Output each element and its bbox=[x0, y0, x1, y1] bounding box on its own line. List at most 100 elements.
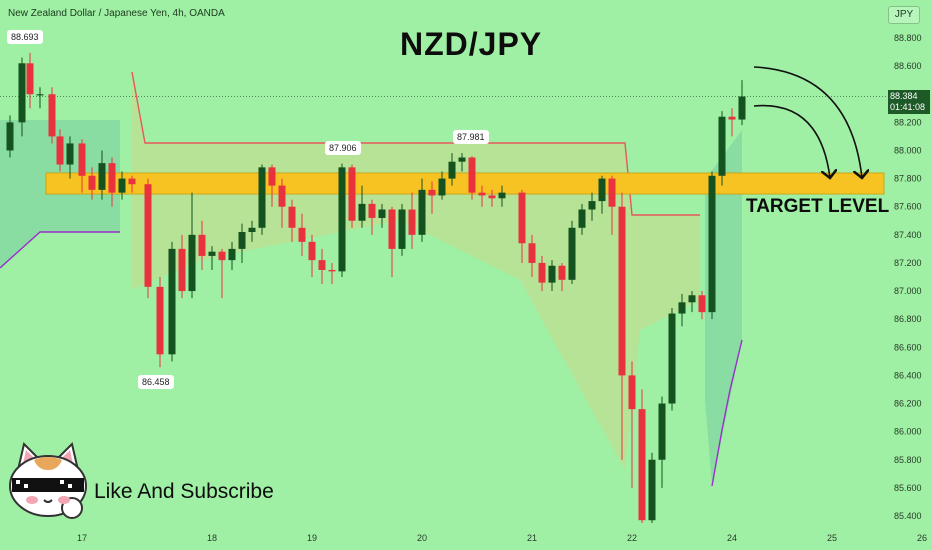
candle-body bbox=[448, 161, 456, 179]
price-tag-countdown: 01:41:08 bbox=[890, 102, 926, 112]
candle-body bbox=[66, 143, 74, 165]
target-level-label: TARGET LEVEL bbox=[746, 196, 890, 217]
candle bbox=[298, 213, 306, 256]
candle-body bbox=[308, 241, 316, 261]
candle bbox=[488, 189, 496, 207]
candle-body bbox=[258, 167, 266, 228]
candle bbox=[168, 241, 176, 362]
candle bbox=[668, 307, 676, 411]
candle-body bbox=[168, 248, 176, 355]
x-tick-label: 19 bbox=[307, 533, 317, 543]
y-tick-label: 87.200 bbox=[894, 258, 922, 268]
candle-body bbox=[318, 260, 326, 270]
candle-body bbox=[118, 178, 126, 193]
price-tag: 88.384 01:41:08 bbox=[888, 90, 930, 114]
candle-body bbox=[438, 178, 446, 196]
currency-badge[interactable]: JPY bbox=[888, 6, 920, 24]
candle-body bbox=[26, 63, 34, 95]
candle bbox=[238, 223, 246, 263]
candle-body bbox=[658, 403, 666, 460]
candle-body bbox=[328, 269, 336, 272]
candle-body bbox=[218, 251, 226, 261]
candle bbox=[728, 108, 736, 137]
subscribe-text: Like And Subscribe bbox=[94, 480, 274, 503]
candle-body bbox=[144, 184, 152, 287]
candle bbox=[128, 175, 136, 193]
peak1-label: 87.906 bbox=[325, 141, 361, 155]
x-tick-label: 25 bbox=[827, 533, 837, 543]
y-tick-label: 87.400 bbox=[894, 230, 922, 240]
candle bbox=[678, 293, 686, 327]
candle bbox=[418, 178, 426, 242]
candle bbox=[108, 157, 116, 207]
y-tick-label: 88.200 bbox=[894, 117, 922, 127]
candle bbox=[268, 164, 276, 207]
candle-body bbox=[518, 192, 526, 244]
candle-body bbox=[18, 63, 26, 123]
candle bbox=[6, 115, 14, 158]
candle bbox=[548, 260, 556, 292]
candle bbox=[428, 181, 436, 214]
candle bbox=[288, 199, 296, 242]
candle bbox=[708, 171, 716, 320]
candle bbox=[608, 175, 616, 235]
candle bbox=[738, 80, 746, 126]
candle bbox=[368, 199, 376, 235]
candle bbox=[468, 156, 476, 200]
candle bbox=[248, 220, 256, 242]
candle bbox=[118, 171, 126, 200]
candle-body bbox=[178, 248, 186, 292]
x-tick-label: 24 bbox=[727, 533, 737, 543]
candle bbox=[458, 153, 466, 172]
x-tick-label: 21 bbox=[527, 533, 537, 543]
candle-body bbox=[498, 192, 506, 199]
candle-body bbox=[358, 203, 366, 221]
candle-body bbox=[698, 295, 706, 313]
candle bbox=[358, 185, 366, 228]
candle-body bbox=[488, 195, 496, 199]
candle bbox=[328, 262, 336, 285]
candle bbox=[528, 234, 536, 277]
x-tick-label: 22 bbox=[627, 533, 637, 543]
arrow-long bbox=[753, 66, 862, 178]
candle-body bbox=[108, 163, 116, 193]
candle bbox=[208, 246, 216, 270]
y-tick-label: 86.600 bbox=[894, 342, 922, 352]
candle-body bbox=[128, 178, 136, 185]
candle bbox=[198, 220, 206, 270]
candle bbox=[568, 220, 576, 285]
low-label: 86.458 bbox=[138, 375, 174, 389]
y-tick-label: 88.000 bbox=[894, 145, 922, 155]
candle-body bbox=[478, 192, 486, 196]
candle-body bbox=[48, 94, 56, 137]
supertrend-up-line bbox=[0, 231, 120, 269]
cat-mascot-icon bbox=[4, 440, 92, 524]
candle bbox=[338, 163, 346, 277]
y-tick-label: 85.400 bbox=[894, 511, 922, 521]
candle-body bbox=[268, 167, 276, 186]
candle-body bbox=[638, 409, 646, 521]
supertrend-down-line bbox=[131, 71, 700, 216]
candle-body bbox=[228, 248, 236, 261]
candle-body bbox=[428, 189, 436, 196]
candle bbox=[618, 192, 626, 460]
candle bbox=[218, 248, 226, 299]
candle-body bbox=[288, 206, 296, 228]
candle bbox=[658, 396, 666, 488]
candle-body bbox=[36, 94, 44, 96]
candle bbox=[588, 192, 596, 221]
candle-body bbox=[88, 175, 96, 190]
candle bbox=[478, 185, 486, 207]
supertrend-up-line-right bbox=[711, 339, 743, 487]
x-tick-label: 17 bbox=[77, 533, 87, 543]
candle-body bbox=[598, 178, 606, 202]
candle bbox=[408, 192, 416, 249]
candle-body bbox=[648, 459, 656, 521]
candle-body bbox=[558, 265, 566, 280]
candle bbox=[48, 87, 56, 144]
candle bbox=[698, 291, 706, 320]
candle bbox=[144, 178, 152, 299]
x-tick-label: 18 bbox=[207, 533, 217, 543]
candle bbox=[26, 53, 34, 109]
